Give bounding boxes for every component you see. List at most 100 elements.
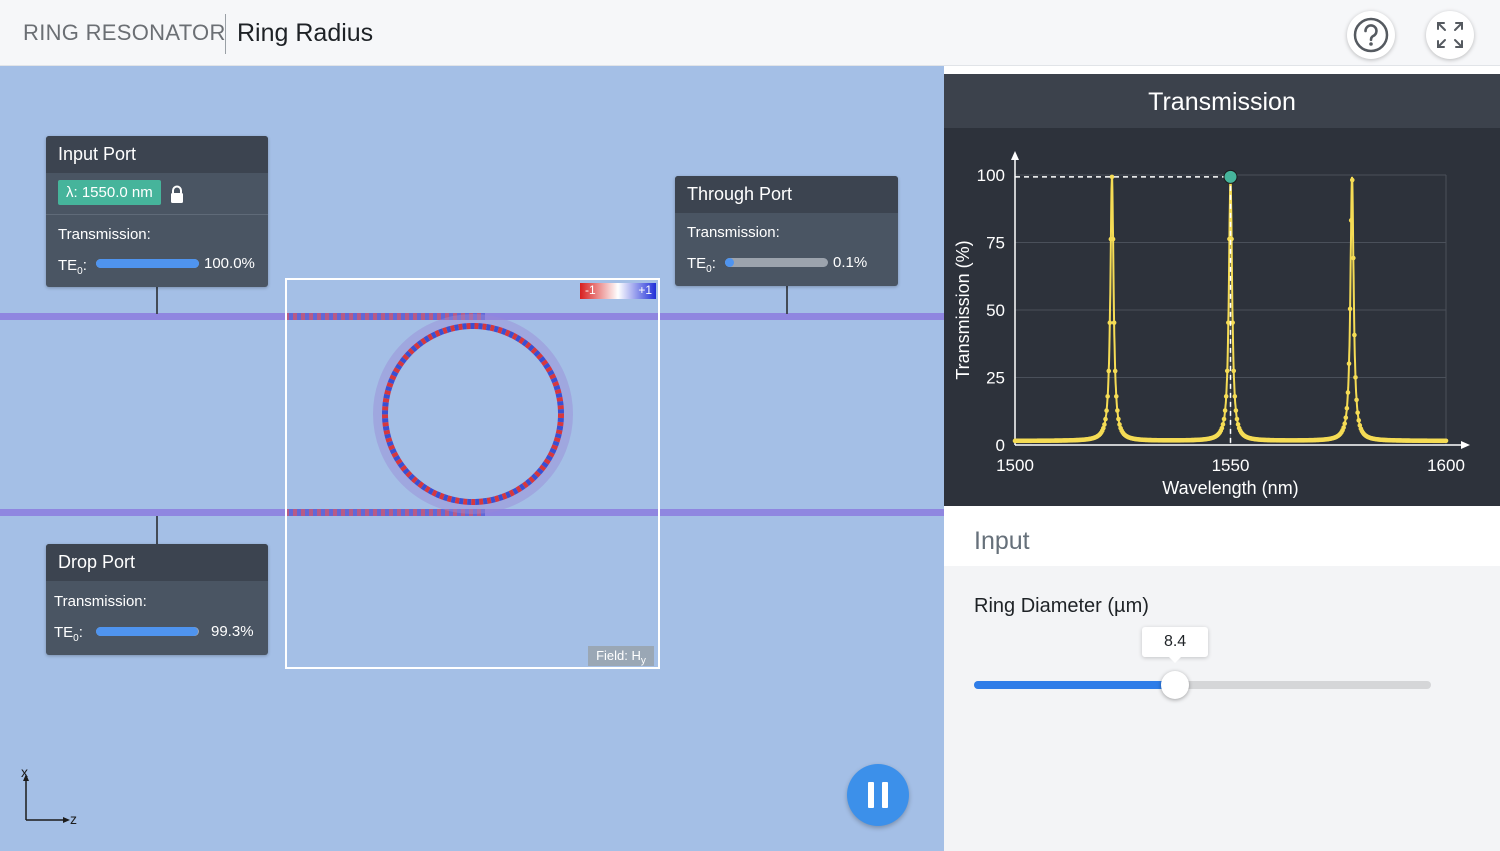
curve-point [1111, 320, 1117, 325]
input-transmission-bar [96, 259, 199, 268]
input-transmission-fill [96, 259, 199, 268]
ring-halo [373, 314, 573, 514]
fullscreen-button[interactable] [1426, 11, 1474, 59]
curve-point [1233, 408, 1239, 413]
through-port-title: Through Port [675, 176, 898, 213]
field-monitor-box [285, 278, 660, 669]
colorbar: -1 +1 [580, 283, 656, 299]
axis-z-label: z [70, 811, 77, 827]
y-axis-label: Transmission (%) [953, 240, 973, 379]
ring-diameter-slider[interactable] [974, 671, 1431, 699]
input-port-title: Input Port [46, 136, 268, 173]
fullscreen-icon [1437, 22, 1463, 48]
input-te-text: TE [58, 257, 78, 274]
slider-thumb[interactable] [1161, 671, 1190, 699]
through-te-text: TE [687, 255, 707, 272]
drop-port-card: Drop Port Transmission: TE0: 99.3% [46, 544, 268, 655]
x-tick-label-1500: 1500 [996, 456, 1034, 475]
y-tick-label-100: 100 [977, 166, 1005, 185]
x-axis-label: Wavelength (nm) [1162, 478, 1298, 498]
y-tick-label-25: 25 [986, 369, 1005, 388]
curve-point [1342, 421, 1348, 426]
x-tick-label-1600: 1600 [1427, 456, 1465, 475]
x-axis-arrow [1461, 441, 1470, 449]
drop-port-title: Drop Port [46, 544, 268, 581]
x-tick-label-1550: 1550 [1212, 456, 1250, 475]
through-transmission-fill [725, 258, 734, 267]
ring-field-red [382, 323, 564, 505]
curve-point [1117, 422, 1122, 427]
field-label: Field: Hy [588, 646, 654, 667]
app-title: RING RESONATOR [23, 20, 226, 45]
y-tick-label-50: 50 [986, 301, 1005, 320]
chart-title: Transmission [1148, 88, 1296, 116]
through-te-sub: 0 [706, 264, 712, 275]
y-axis-arrow [1011, 151, 1019, 160]
pause-icon [882, 782, 888, 808]
curve-point [1102, 422, 1107, 427]
page-title: Ring Radius [237, 19, 374, 47]
curve-point [1348, 218, 1354, 223]
curve-point [1355, 410, 1360, 415]
help-icon [1353, 17, 1389, 53]
curve-point [1219, 425, 1225, 431]
field-label-text: Field: H [596, 648, 641, 663]
curve-point [1222, 408, 1228, 413]
curve-point [1352, 332, 1357, 338]
drop-te-sub: 0 [73, 633, 79, 644]
curve-point [1220, 422, 1226, 427]
curve-point [1443, 438, 1449, 444]
transmission-chart-panel: Transmission 0 25 50 75 100 1500 1550 1600 Wavel… [944, 74, 1500, 506]
axis-x-label: x [21, 764, 28, 780]
input-port-card: Input Port λ: 1550.0 nm Transmission: TE… [46, 136, 268, 287]
through-port-card: Through Port Transmission: TE0: 0.1% [675, 176, 898, 286]
curve-point [1231, 368, 1237, 374]
input-port-divider [46, 214, 268, 215]
curve-point [1223, 394, 1229, 399]
curve-point [1112, 368, 1118, 374]
input-panel-body: Ring Diameter (µm) 8.4 [944, 566, 1500, 851]
curve-point [1351, 255, 1356, 261]
curve-point [1226, 320, 1231, 325]
transmission-chart: 0 25 50 75 100 1500 1550 1600 Wavelength (nm) Tra… [953, 151, 1470, 498]
ring-diameter-value: 8.4 [1142, 627, 1209, 663]
through-port-connector [786, 286, 788, 314]
drop-transmission-bar [96, 627, 199, 636]
input-panel-header: Input [944, 513, 1500, 566]
curve-point [1234, 416, 1240, 422]
header-bar: RING RESONATOR Ring Radius [0, 0, 1500, 66]
curve-point [1103, 416, 1108, 422]
wavelength-marker [1223, 169, 1238, 184]
curve-point [1107, 320, 1113, 325]
input-port-connector [156, 286, 158, 314]
help-button[interactable] [1347, 11, 1395, 59]
curve-point [1116, 416, 1121, 422]
ring-field-blue [382, 323, 564, 505]
curve-point [1344, 406, 1350, 411]
input-transmission-value: 100.0% [204, 255, 255, 272]
curve-point [1105, 394, 1110, 399]
wavelength-badge[interactable]: λ: 1550.0 nm [58, 180, 161, 205]
lower-field-stripe [285, 509, 485, 516]
y-tick-label-0: 0 [996, 436, 1005, 455]
curve-point [1343, 415, 1349, 420]
upper-field-stripe [285, 313, 485, 320]
through-te-label: TE0: [687, 255, 716, 275]
wavelength-row: λ: 1550.0 nm [58, 180, 161, 205]
curve-point [1115, 408, 1120, 413]
pause-button[interactable] [847, 764, 909, 826]
input-te-sub: 0 [77, 266, 83, 277]
field-label-sub: y [640, 655, 646, 667]
title-divider [225, 14, 226, 54]
colorbar-max: +1 [638, 283, 652, 297]
input-te-label: TE0: [58, 257, 87, 277]
drop-transmission-label: Transmission: [54, 593, 147, 610]
curve-point [1104, 408, 1109, 413]
drop-port-connector [156, 516, 158, 544]
curve-point [1101, 425, 1106, 431]
field-visualization [285, 313, 573, 516]
lock-icon[interactable] [169, 185, 185, 205]
curve-point [1221, 416, 1227, 422]
drop-transmission-fill [96, 627, 199, 636]
curve-point [1110, 236, 1116, 242]
